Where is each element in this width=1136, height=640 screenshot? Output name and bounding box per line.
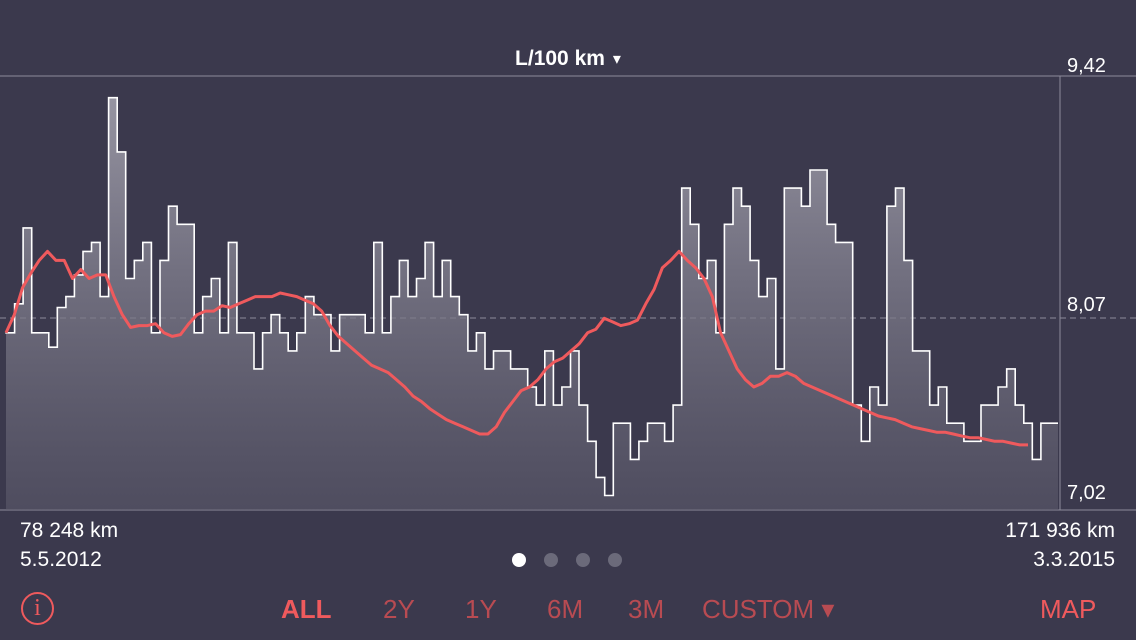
unit-label: L/100 km [515, 47, 605, 70]
start-date: 5.5.2012 [20, 548, 102, 571]
page-dot[interactable] [544, 553, 558, 567]
chevron-down-icon: ▾ [612, 51, 621, 68]
info-icon[interactable]: i [21, 592, 54, 625]
end-km: 171 936 km [1005, 519, 1115, 542]
axis-max-label: 9,42 [1067, 55, 1106, 77]
range-2y-button[interactable]: 2Y [383, 594, 415, 624]
map-button[interactable]: MAP [1040, 594, 1097, 624]
range-1y-button[interactable]: 1Y [465, 594, 497, 624]
consumption-step-line [5, 96, 1058, 497]
range-all-button[interactable]: ALL [281, 594, 332, 624]
range-6m-button[interactable]: 6M [547, 594, 584, 624]
page-dot[interactable] [608, 553, 622, 567]
unit-selector[interactable]: L/100 km ▾ [0, 44, 1136, 74]
page-dot[interactable] [512, 553, 526, 567]
axis-mid-label: 8,07 [1067, 294, 1106, 316]
range-custom-button[interactable]: CUSTOM ▾ [702, 594, 835, 624]
trend-line [4, 249, 1028, 447]
consumption-area [6, 97, 1058, 510]
page-indicator[interactable] [512, 553, 622, 567]
page-dot[interactable] [576, 553, 590, 567]
fuel-consumption-chart[interactable] [0, 0, 1136, 520]
axis-min-label: 7,02 [1067, 482, 1106, 504]
range-3m-button[interactable]: 3M [628, 594, 665, 624]
end-date: 3.3.2015 [1033, 548, 1115, 571]
start-km: 78 248 km [20, 519, 119, 542]
